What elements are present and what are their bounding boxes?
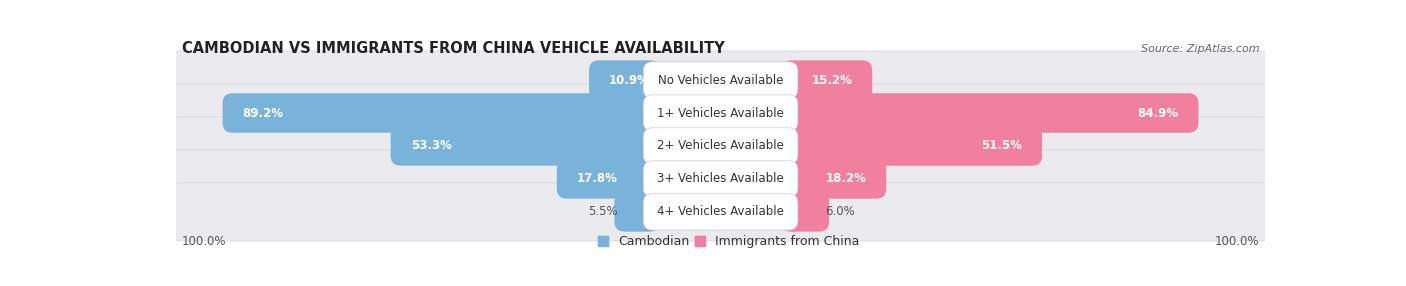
Text: CAMBODIAN VS IMMIGRANTS FROM CHINA VEHICLE AVAILABILITY: CAMBODIAN VS IMMIGRANTS FROM CHINA VEHIC… <box>181 41 724 56</box>
Text: 6.0%: 6.0% <box>825 205 855 219</box>
Text: 1+ Vehicles Available: 1+ Vehicles Available <box>657 106 785 120</box>
Text: 84.9%: 84.9% <box>1137 106 1178 120</box>
FancyBboxPatch shape <box>167 183 1274 241</box>
FancyBboxPatch shape <box>643 62 799 98</box>
Text: 5.5%: 5.5% <box>589 205 619 219</box>
FancyBboxPatch shape <box>643 161 799 197</box>
FancyBboxPatch shape <box>643 128 799 164</box>
Text: 53.3%: 53.3% <box>411 140 451 152</box>
FancyBboxPatch shape <box>695 236 706 247</box>
FancyBboxPatch shape <box>782 159 886 199</box>
FancyBboxPatch shape <box>643 95 799 131</box>
FancyBboxPatch shape <box>589 60 659 100</box>
Text: No Vehicles Available: No Vehicles Available <box>658 74 783 87</box>
FancyBboxPatch shape <box>643 194 799 230</box>
Text: Source: ZipAtlas.com: Source: ZipAtlas.com <box>1140 44 1260 54</box>
Text: 18.2%: 18.2% <box>825 172 866 185</box>
FancyBboxPatch shape <box>782 93 1198 133</box>
Text: 15.2%: 15.2% <box>811 74 852 87</box>
FancyBboxPatch shape <box>222 93 659 133</box>
FancyBboxPatch shape <box>782 192 830 232</box>
Text: 10.9%: 10.9% <box>609 74 650 87</box>
FancyBboxPatch shape <box>782 126 1042 166</box>
FancyBboxPatch shape <box>391 126 659 166</box>
Text: 100.0%: 100.0% <box>181 235 226 248</box>
FancyBboxPatch shape <box>557 159 659 199</box>
Text: Immigrants from China: Immigrants from China <box>714 235 859 248</box>
Text: 89.2%: 89.2% <box>243 106 284 120</box>
FancyBboxPatch shape <box>167 150 1274 208</box>
FancyBboxPatch shape <box>598 236 609 247</box>
FancyBboxPatch shape <box>167 51 1274 109</box>
FancyBboxPatch shape <box>167 117 1274 175</box>
FancyBboxPatch shape <box>782 60 872 100</box>
Text: 51.5%: 51.5% <box>981 140 1022 152</box>
Text: 100.0%: 100.0% <box>1215 235 1260 248</box>
Text: 4+ Vehicles Available: 4+ Vehicles Available <box>657 205 785 219</box>
Text: Cambodian: Cambodian <box>617 235 689 248</box>
FancyBboxPatch shape <box>614 192 659 232</box>
FancyBboxPatch shape <box>167 84 1274 142</box>
Text: 3+ Vehicles Available: 3+ Vehicles Available <box>657 172 785 185</box>
Text: 2+ Vehicles Available: 2+ Vehicles Available <box>657 140 785 152</box>
Text: 17.8%: 17.8% <box>576 172 617 185</box>
